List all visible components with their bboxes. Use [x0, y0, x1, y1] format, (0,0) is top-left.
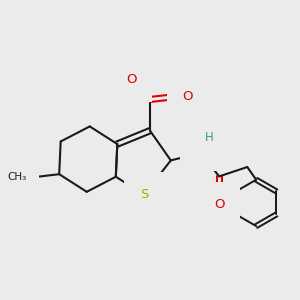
Text: N: N — [196, 142, 205, 155]
Text: O: O — [214, 198, 224, 211]
Text: O: O — [182, 90, 193, 103]
Text: CH₃: CH₃ — [8, 172, 27, 182]
Text: O: O — [126, 73, 136, 86]
Text: S: S — [140, 188, 148, 201]
Text: H: H — [205, 131, 214, 144]
